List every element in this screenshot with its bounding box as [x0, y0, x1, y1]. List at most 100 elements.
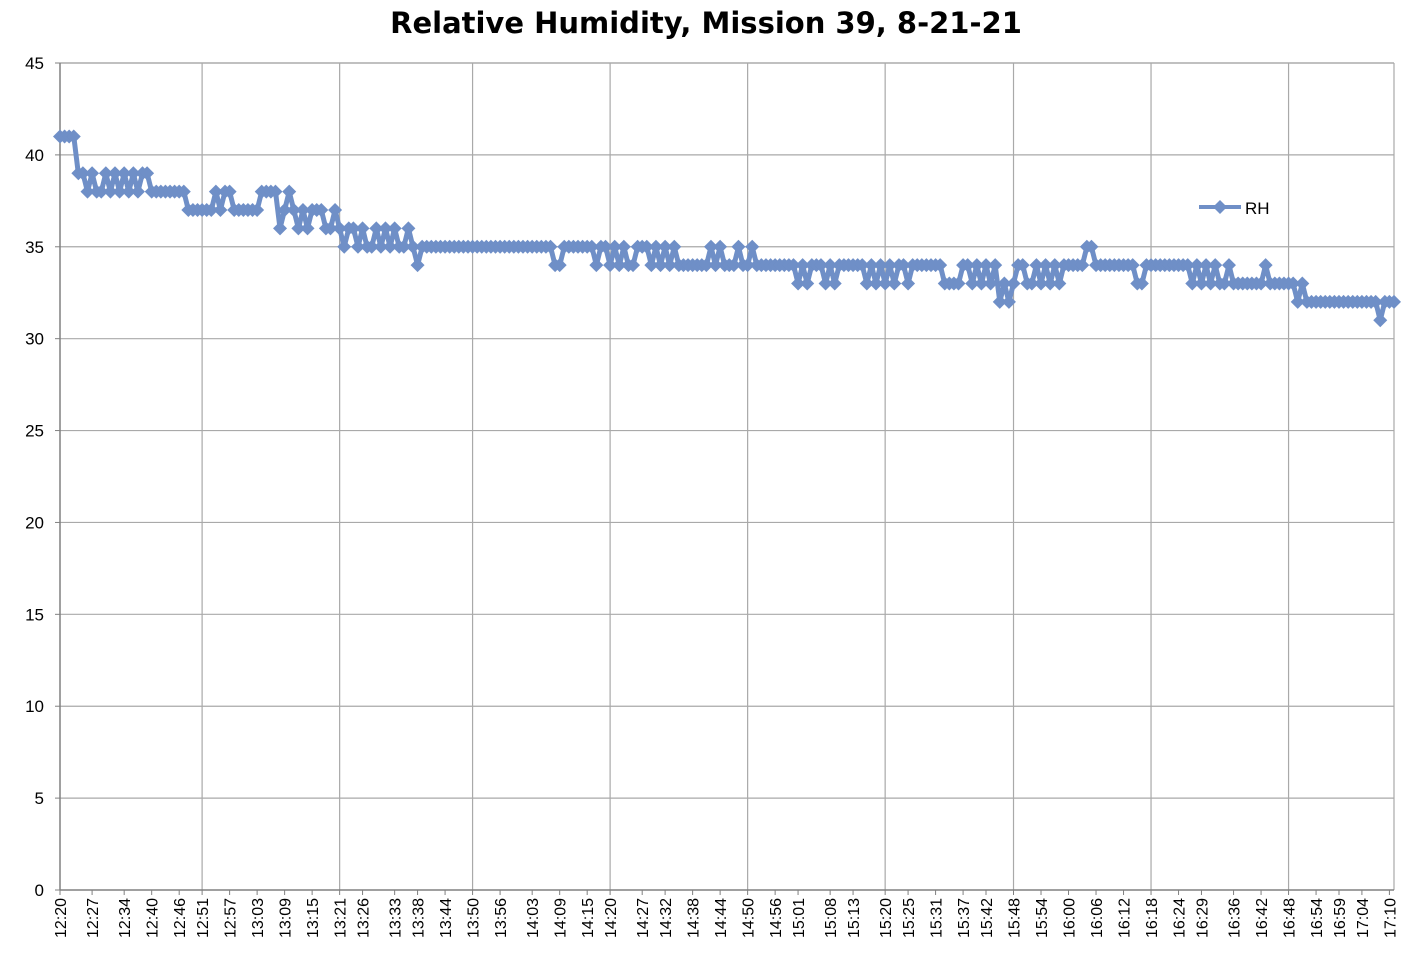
series-rh: [53, 129, 1401, 328]
y-tick-label: 5: [35, 789, 44, 808]
data-point: [208, 184, 223, 199]
x-tick-label: 12:27: [85, 898, 102, 938]
data-point: [282, 184, 297, 199]
data-point: [740, 258, 755, 273]
x-tick-label: 13:56: [493, 898, 510, 938]
data-point: [1043, 276, 1058, 291]
data-point: [364, 239, 379, 254]
x-tick-label: 17:04: [1355, 898, 1372, 938]
x-tick-label: 14:20: [603, 898, 620, 938]
x-tick-label: 14:27: [635, 898, 652, 938]
data-point: [66, 129, 81, 144]
data-point: [543, 239, 558, 254]
data-point: [584, 239, 599, 254]
x-tick-label: 13:03: [250, 898, 267, 938]
data-point: [612, 258, 627, 273]
data-point: [204, 203, 219, 218]
y-tick-label: 45: [25, 54, 44, 73]
data-point: [791, 276, 806, 291]
data-point: [346, 221, 361, 236]
data-point: [80, 184, 95, 199]
x-tick-label: 13:21: [333, 898, 350, 938]
x-tick-label: 14:03: [525, 898, 542, 938]
data-point: [795, 258, 810, 273]
x-tick-label: 13:26: [356, 898, 373, 938]
data-point: [731, 239, 746, 254]
x-tick-label: 12:20: [53, 898, 70, 938]
data-point: [988, 258, 1003, 273]
data-point: [300, 221, 315, 236]
data-point: [1203, 276, 1218, 291]
data-point: [1258, 258, 1273, 273]
data-point: [818, 276, 833, 291]
data-point: [598, 239, 613, 254]
data-point: [786, 258, 801, 273]
data-point: [616, 239, 631, 254]
data-point: [410, 258, 425, 273]
data-point: [1024, 276, 1039, 291]
data-point: [112, 184, 127, 199]
data-point: [708, 258, 723, 273]
data-point: [277, 203, 292, 218]
data-point: [1125, 258, 1140, 273]
data-point: [1368, 294, 1383, 309]
legend-label: RH: [1245, 199, 1270, 218]
data-point: [745, 239, 760, 254]
data-point: [291, 221, 306, 236]
data-point: [983, 276, 998, 291]
data-point: [703, 239, 718, 254]
data-point: [337, 239, 352, 254]
data-point: [951, 276, 966, 291]
data-point: [933, 258, 948, 273]
data-point: [667, 239, 682, 254]
data-point: [1180, 258, 1195, 273]
data-point: [887, 276, 902, 291]
data-point: [827, 276, 842, 291]
data-point: [85, 166, 100, 181]
data-point: [713, 239, 728, 254]
data-point: [823, 258, 838, 273]
data-point: [1373, 313, 1388, 328]
data-point: [997, 276, 1012, 291]
data-point: [589, 258, 604, 273]
x-tick-label: 16:00: [1062, 898, 1079, 938]
x-tick-label: 13:09: [278, 898, 295, 938]
legend-marker: [1213, 200, 1227, 214]
data-point: [176, 184, 191, 199]
x-tick-label: 16:29: [1194, 898, 1211, 938]
data-point: [639, 239, 654, 254]
data-point: [1001, 294, 1016, 309]
x-tick-label: 13:33: [388, 898, 405, 938]
y-tick-label: 35: [25, 238, 44, 257]
data-point: [648, 239, 663, 254]
x-tick-label: 16:12: [1117, 898, 1134, 938]
data-point: [1134, 276, 1149, 291]
data-point: [979, 258, 994, 273]
axes: [55, 62, 1394, 895]
y-tick-label: 15: [25, 605, 44, 624]
x-tick-label: 16:54: [1309, 898, 1326, 938]
data-point: [813, 258, 828, 273]
data-point: [126, 166, 141, 181]
data-point: [658, 239, 673, 254]
x-tick-label: 15:48: [1007, 898, 1024, 938]
x-tick-label: 13:15: [305, 898, 322, 938]
series-line-rh: [60, 134, 1394, 323]
data-point: [387, 221, 402, 236]
data-point: [1295, 276, 1310, 291]
x-tick-label: 12:51: [195, 898, 212, 938]
x-tick-label: 14:44: [713, 898, 730, 938]
y-tick-label: 25: [25, 422, 44, 441]
y-tick-label: 40: [25, 146, 44, 165]
data-point: [401, 221, 416, 236]
x-tick-label: 14:09: [553, 898, 570, 938]
data-point: [130, 184, 145, 199]
x-tick-label: 13:38: [411, 898, 428, 938]
data-point: [140, 166, 155, 181]
data-point: [1075, 258, 1090, 273]
data-point: [1194, 276, 1209, 291]
x-tick-label: 16:18: [1144, 898, 1161, 938]
data-point: [222, 184, 237, 199]
y-tick-label: 30: [25, 330, 44, 349]
